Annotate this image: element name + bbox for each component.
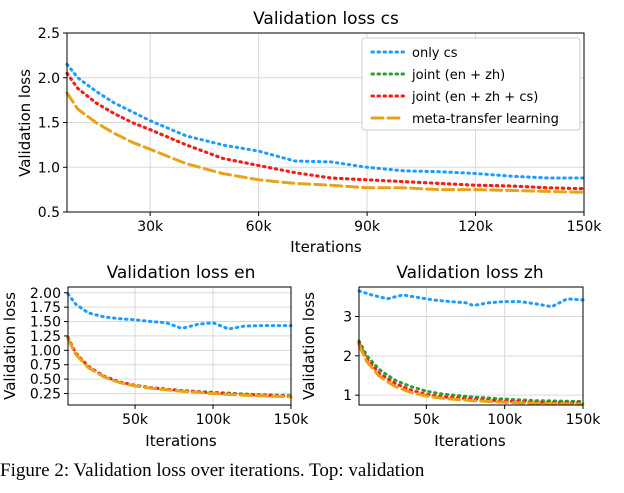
legend-label: meta-transfer learning [412, 112, 559, 127]
legend: only cs joint (en + zh) joint (en + zh + c… [361, 37, 581, 131]
series-line-only-cs [66, 292, 293, 331]
legend-label: only cs [412, 46, 458, 61]
series-line-joint-en-zh [357, 339, 585, 403]
x-tick-label: 100k [487, 412, 523, 428]
plot-frame [67, 286, 292, 406]
y-tick-label: 0.25 [30, 386, 61, 402]
series-line-joint-en-zh-cs [65, 71, 586, 191]
y-axis-label: Validation loss [300, 292, 318, 400]
x-tick-label: 150k [274, 412, 310, 428]
y-tick-label: 0.50 [30, 372, 61, 388]
y-tick-label: 3 [343, 310, 352, 326]
chart-title: Validation loss en [107, 263, 256, 283]
figure-caption: Figure 2: Validation loss over iteration… [0, 460, 425, 481]
series-line-meta-transfer [65, 91, 586, 194]
y-tick-label: 2.00 [30, 286, 61, 302]
series-line-meta-transfer [357, 343, 585, 406]
plot-frame [358, 286, 584, 406]
y-tick-label: 1 [343, 388, 352, 404]
y-tick-label: 1.50 [30, 315, 61, 331]
x-tick-label: 60k [246, 219, 273, 235]
series-line-joint-en-zh [66, 336, 293, 398]
y-tick-label: 2 [343, 349, 352, 365]
y-tick-label: 1.75 [30, 300, 61, 316]
series-line-meta-transfer [66, 337, 293, 399]
legend-label: joint (en + zh) [411, 68, 505, 83]
figure: Validation loss cs Iterations Validation… [1, 9, 603, 450]
chart-zh: Validation loss zh Iterations Validation… [300, 263, 601, 450]
x-axis-label: Iterations [434, 432, 506, 450]
chart-en: Validation loss en Iterations Validation… [1, 263, 309, 450]
chart-title: Validation loss cs [253, 9, 399, 29]
y-tick-label: 1.0 [38, 160, 60, 176]
x-tick-label: 50k [413, 412, 440, 428]
y-tick-label: 2.5 [38, 26, 60, 42]
y-tick-label: 1.00 [30, 343, 61, 359]
x-tick-label: 150k [567, 219, 603, 235]
series-line-only-cs [357, 289, 585, 309]
y-tick-label: 2.0 [38, 71, 60, 87]
y-tick-label: 0.5 [38, 205, 60, 221]
x-tick-label: 90k [354, 219, 381, 235]
x-axis-label: Iterations [290, 238, 362, 256]
y-axis-label: Validation loss [16, 69, 34, 177]
x-tick-label: 50k [122, 412, 149, 428]
series-line-joint-en-zh-cs [357, 341, 585, 405]
y-tick-label: 1.25 [30, 329, 61, 345]
y-tick-label: 1.5 [38, 116, 60, 132]
x-axis-label: Iterations [145, 432, 217, 450]
y-axis-label: Validation loss [1, 292, 19, 400]
x-tick-label: 100k [196, 412, 232, 428]
x-tick-label: 120k [458, 219, 494, 235]
series-line-only-cs [65, 62, 586, 180]
x-tick-label: 30k [137, 219, 164, 235]
y-tick-label: 0.75 [30, 358, 61, 374]
legend-box [361, 37, 581, 131]
legend-label: joint (en + zh + cs) [411, 90, 538, 105]
series-line-joint-en-zh-cs [66, 336, 293, 398]
chart-title: Validation loss zh [396, 263, 543, 283]
x-tick-label: 150k [566, 412, 602, 428]
